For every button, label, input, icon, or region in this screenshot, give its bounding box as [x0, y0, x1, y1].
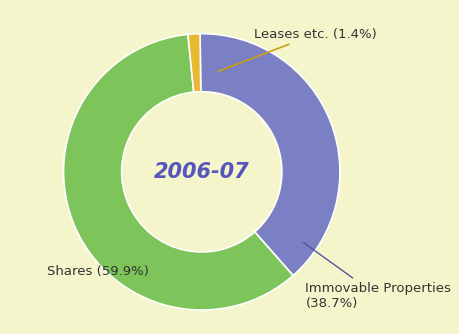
Wedge shape [200, 34, 339, 276]
Wedge shape [188, 34, 200, 92]
Text: Shares (59.9%): Shares (59.9%) [47, 265, 149, 278]
Text: 2006-07: 2006-07 [154, 162, 249, 182]
Wedge shape [63, 34, 292, 310]
Text: Immovable Properties
(38.7%): Immovable Properties (38.7%) [303, 242, 450, 310]
Text: Leases etc. (1.4%): Leases etc. (1.4%) [218, 28, 376, 71]
